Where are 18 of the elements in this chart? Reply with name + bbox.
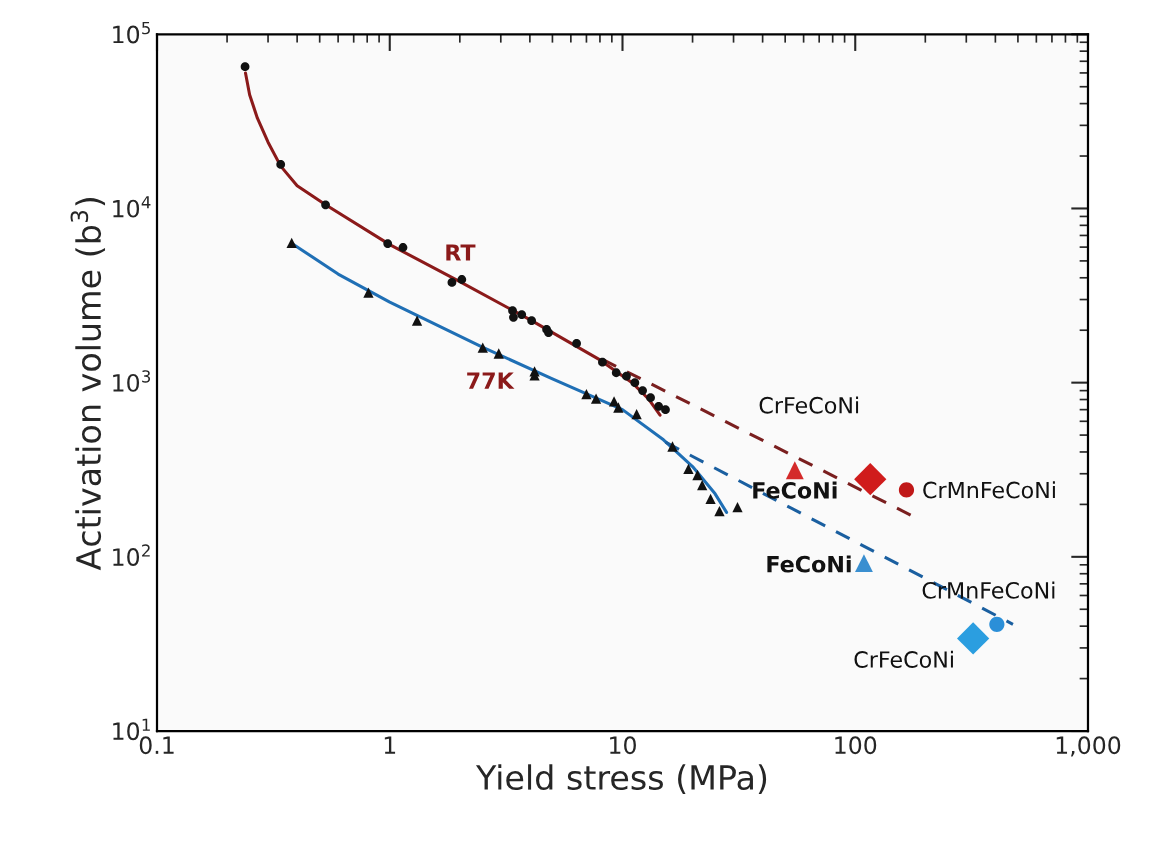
annotation: CrMnFeCoNi <box>922 581 1055 599</box>
y-tick-label: 10$^{4}$ <box>113 196 151 218</box>
annotation: CrMnFeCoNi <box>923 481 1055 499</box>
annotation: CrFeCoNi <box>854 650 953 668</box>
y-tick-label: 10$^{3}$ <box>113 370 151 392</box>
series-label: RT <box>446 244 476 261</box>
annotation: CrFeCoNi <box>759 396 859 414</box>
series-label: 77K <box>467 372 515 389</box>
x-axis-title: Yield stress (MPa) <box>475 764 767 795</box>
annotation: FeCoNi <box>767 555 851 573</box>
x-tick-label: 10 <box>610 736 636 755</box>
x-tick-label: 1,000 <box>1056 736 1121 757</box>
x-tick-label: 100 <box>835 736 877 755</box>
annotation: FeCoNi <box>753 481 837 499</box>
y-tick-label: 10$^{2}$ <box>113 544 150 566</box>
x-tick-label: 1 <box>384 736 396 754</box>
y-axis-title: Activation volume (b$^{3}$) <box>70 197 106 571</box>
y-tick-label: 10$^{5}$ <box>113 22 150 44</box>
